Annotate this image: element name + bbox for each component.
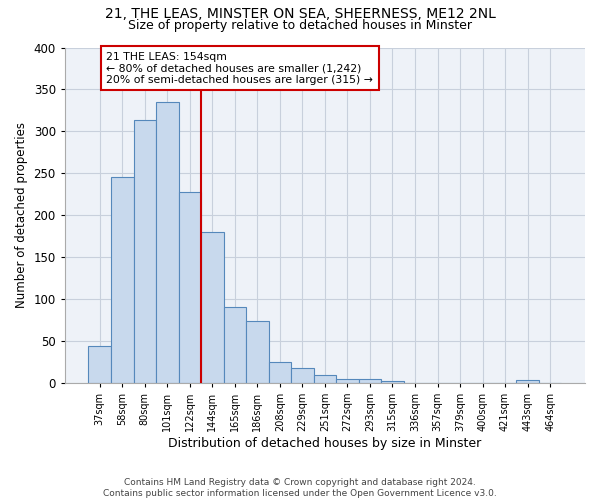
Bar xyxy=(201,232,224,383)
Bar xyxy=(156,102,179,383)
Bar xyxy=(179,192,201,383)
Bar xyxy=(359,378,381,383)
Bar xyxy=(336,378,359,383)
X-axis label: Distribution of detached houses by size in Minster: Distribution of detached houses by size … xyxy=(168,437,482,450)
Bar xyxy=(88,346,111,383)
Y-axis label: Number of detached properties: Number of detached properties xyxy=(15,122,28,308)
Bar xyxy=(111,176,134,383)
Bar xyxy=(381,381,404,383)
Text: 21 THE LEAS: 154sqm
← 80% of detached houses are smaller (1,242)
20% of semi-det: 21 THE LEAS: 154sqm ← 80% of detached ho… xyxy=(106,52,373,85)
Bar xyxy=(314,376,336,383)
Bar xyxy=(517,380,539,383)
Bar xyxy=(224,308,246,383)
Text: Contains HM Land Registry data © Crown copyright and database right 2024.
Contai: Contains HM Land Registry data © Crown c… xyxy=(103,478,497,498)
Bar xyxy=(246,321,269,383)
Text: Size of property relative to detached houses in Minster: Size of property relative to detached ho… xyxy=(128,18,472,32)
Bar xyxy=(269,362,291,383)
Bar xyxy=(134,120,156,383)
Bar xyxy=(291,368,314,383)
Text: 21, THE LEAS, MINSTER ON SEA, SHEERNESS, ME12 2NL: 21, THE LEAS, MINSTER ON SEA, SHEERNESS,… xyxy=(104,8,496,22)
